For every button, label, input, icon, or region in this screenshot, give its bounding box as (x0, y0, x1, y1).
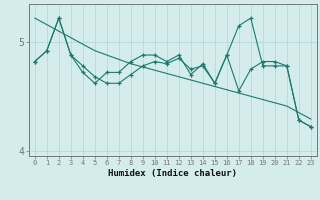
X-axis label: Humidex (Indice chaleur): Humidex (Indice chaleur) (108, 169, 237, 178)
